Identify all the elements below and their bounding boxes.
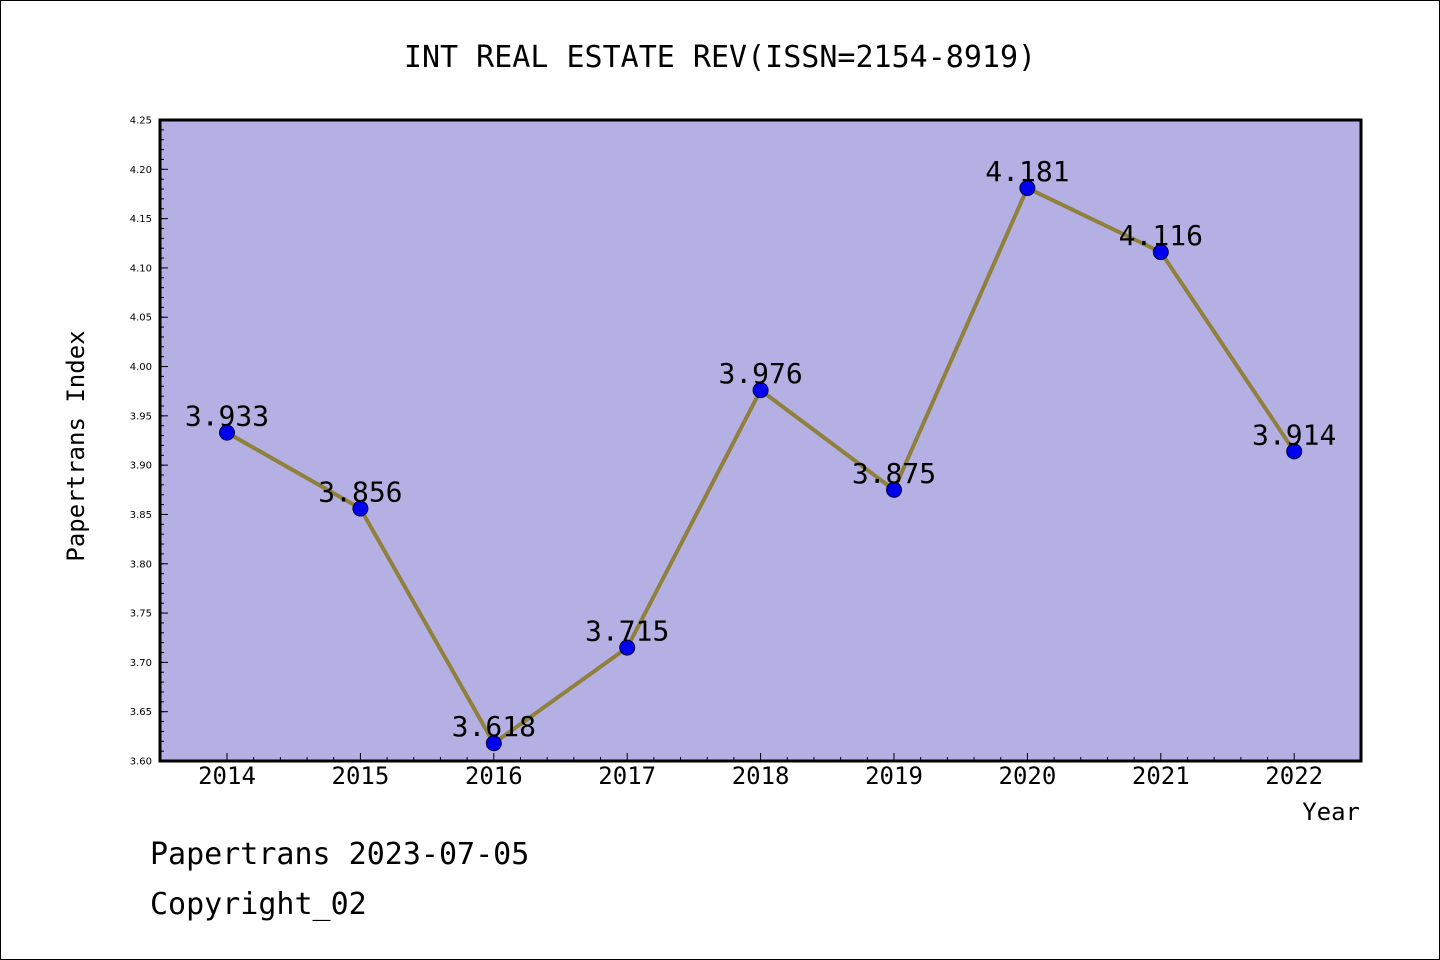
x-tick-label: 2017 (598, 762, 656, 790)
data-point-2016 (485, 735, 502, 752)
x-tick-label: 2022 (1265, 762, 1323, 790)
x-tick-label: 2019 (865, 762, 923, 790)
data-point-2018 (752, 382, 769, 399)
plot-area (160, 120, 1361, 761)
x-tick-label: 2015 (332, 762, 390, 790)
plot-border (158, 118, 1363, 763)
x-tick-label: 2014 (198, 762, 256, 790)
data-point-2014 (219, 424, 235, 441)
y-tick-label: 4.25 (130, 116, 152, 127)
data-label-2021: 4.116 (1119, 219, 1203, 252)
data-label-2018: 3.976 (718, 357, 802, 390)
data-label-2014: 3.933 (185, 400, 269, 433)
y-tick-label: 3.95 (130, 411, 152, 422)
y-tick-label: 4.15 (130, 214, 152, 225)
y-tick-label: 3.70 (130, 658, 152, 669)
data-point-2017 (619, 639, 636, 656)
data-point-2019 (886, 481, 902, 498)
y-tick-label: 3.60 (130, 757, 152, 768)
data-label-2019: 3.875 (852, 457, 936, 490)
y-tick-label: 3.85 (130, 510, 152, 521)
data-labels: 3.933 3.856 3.618 3.715 3.976 3.875 4.181 4.116… (185, 155, 1336, 743)
y-axis-label: Papertrans Index (62, 330, 90, 561)
data-point-2021 (1152, 244, 1169, 261)
x-axis-label: Year (1302, 798, 1360, 826)
y-tick-label: 3.75 (130, 609, 152, 620)
chart-title: INT REAL ESTATE REV(ISSN=2154-8919) (404, 40, 1036, 75)
data-label-2015: 3.856 (318, 476, 402, 509)
data-label-2022: 3.914 (1252, 418, 1336, 451)
y-tick-label: 4.05 (130, 313, 152, 324)
x-tick-label: 2016 (465, 762, 523, 790)
data-point-2020 (1019, 180, 1036, 197)
x-tick-label: 2018 (732, 762, 790, 790)
series-markers (219, 180, 1303, 752)
y-tick-label: 4.10 (130, 263, 152, 274)
footer-copyright: Copyright_02 (150, 887, 367, 922)
data-label-2016: 3.618 (452, 710, 536, 743)
data-label-2017: 3.715 (585, 615, 669, 648)
y-tick-label: 3.65 (130, 707, 152, 718)
data-label-2020: 4.181 (985, 155, 1069, 188)
data-point-2015 (352, 500, 369, 517)
x-tick-label: 2021 (1132, 762, 1190, 790)
y-tick-label: 4.00 (130, 362, 152, 373)
footer-date: Papertrans 2023-07-05 (150, 837, 529, 872)
data-point-2022 (1286, 443, 1303, 460)
y-tick-label: 3.90 (130, 461, 152, 472)
y-tick-label: 3.80 (130, 559, 152, 570)
x-tick-label: 2020 (999, 762, 1057, 790)
x-axis: 2014 2015 2016 2017 2018 2019 2020 2021 2022 (198, 753, 1323, 790)
y-tick-label: 4.20 (130, 165, 152, 176)
